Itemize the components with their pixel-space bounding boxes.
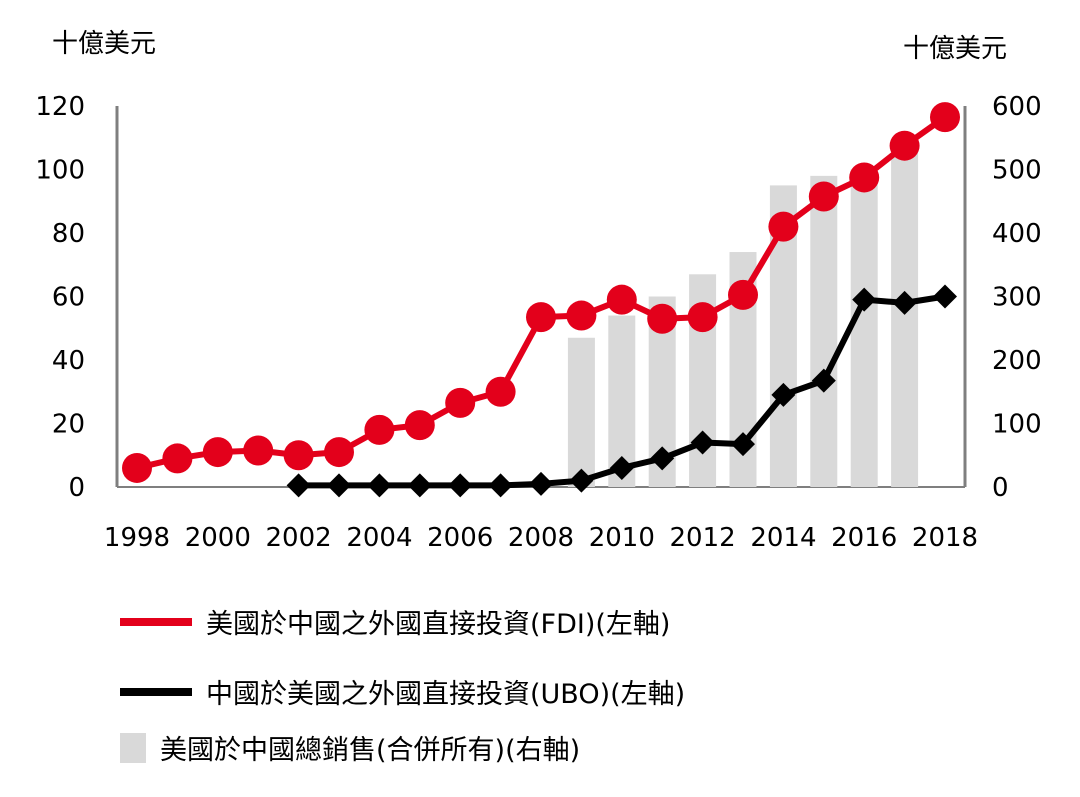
- legend-swatch-ubo: [120, 687, 192, 696]
- right-tick-400: 400: [992, 219, 1042, 249]
- x-tick-2014: 2014: [750, 523, 816, 553]
- point-0-2004: [364, 414, 395, 445]
- left-tick-0: 0: [68, 473, 85, 503]
- right-tick-100: 100: [992, 410, 1042, 440]
- x-tick-2012: 2012: [670, 523, 736, 553]
- x-tick-2002: 2002: [266, 523, 332, 553]
- point-0-2003: [324, 437, 354, 468]
- legend-label-ubo: 中國於美國之外國直接投資(UBO)(左軸): [206, 679, 686, 710]
- point-1-2002: [286, 473, 311, 498]
- point-0-2008: [526, 302, 556, 333]
- point-1-2008: [529, 471, 553, 496]
- point-1-2013: [731, 432, 755, 457]
- bar-2017: [891, 147, 919, 487]
- point-1-2005: [407, 473, 432, 498]
- right-axis-unit: 十億美元: [903, 34, 1007, 64]
- point-1-2009: [569, 468, 594, 493]
- point-0-2002: [283, 440, 314, 471]
- left-tick-80: 80: [52, 219, 85, 249]
- point-1-2004: [367, 473, 392, 498]
- point-0-2000: [202, 437, 233, 468]
- left-tick-20: 20: [52, 410, 85, 440]
- x-tick-2004: 2004: [346, 523, 412, 553]
- bar-2016: [850, 169, 878, 487]
- point-1-2012: [690, 430, 715, 455]
- x-tick-1998: 1998: [104, 523, 170, 553]
- point-0-2009: [566, 300, 597, 331]
- point-1-2010: [609, 455, 634, 480]
- point-0-2001: [243, 435, 274, 466]
- point-0-2010: [606, 284, 637, 315]
- point-0-2014: [768, 211, 799, 242]
- point-0-2015: [808, 181, 839, 212]
- point-1-2006: [448, 473, 473, 498]
- left-tick-60: 60: [52, 283, 85, 313]
- right-tick-500: 500: [992, 156, 1042, 186]
- point-0-2013: [728, 279, 758, 310]
- x-tick-2018: 2018: [912, 523, 978, 553]
- left-tick-100: 100: [35, 156, 85, 186]
- legend-label-sales: 美國於中國總銷售(合併所有)(右軸): [160, 735, 581, 766]
- point-1-2016: [852, 287, 877, 312]
- point-1-2011: [650, 446, 675, 471]
- bar-2009: [567, 337, 595, 487]
- left-axis-unit: 十億美元: [52, 29, 156, 59]
- point-0-2012: [687, 302, 718, 333]
- x-tick-2016: 2016: [831, 523, 897, 553]
- legend-item-ubo: 中國於美國之外國直接投資(UBO)(左軸): [120, 672, 685, 711]
- point-0-2006: [445, 387, 476, 418]
- legend-item-sales: 美國於中國總銷售(合併所有)(右軸): [120, 728, 580, 767]
- point-0-2016: [849, 162, 880, 193]
- point-1-2003: [327, 473, 351, 498]
- x-tick-2000: 2000: [185, 523, 251, 553]
- ticks-layer: 0 20 40 60 80 100 120 0 100 200 300 400 500 600 1998 20…: [35, 92, 1041, 553]
- right-tick-600: 600: [992, 92, 1042, 122]
- point-1-2015: [811, 368, 836, 393]
- x-tick-2006: 2006: [427, 523, 493, 553]
- point-0-1999: [162, 443, 193, 474]
- point-0-2018: [930, 102, 960, 133]
- legend-item-fdi: 美國於中國之外國直接投資(FDI)(左軸): [120, 602, 670, 641]
- right-tick-200: 200: [992, 346, 1042, 376]
- point-0-2007: [485, 376, 516, 407]
- left-tick-120: 120: [35, 92, 85, 122]
- point-0-2011: [647, 303, 678, 334]
- right-tick-300: 300: [992, 283, 1042, 313]
- point-0-2017: [889, 130, 920, 161]
- right-tick-0: 0: [992, 473, 1009, 503]
- point-1-2018: [933, 284, 957, 309]
- point-0-2005: [404, 410, 435, 441]
- legend-swatch-fdi: [120, 617, 192, 626]
- left-tick-40: 40: [52, 346, 85, 376]
- bar-2015: [810, 175, 838, 487]
- point-1-2007: [488, 473, 513, 498]
- x-tick-2008: 2008: [508, 523, 574, 553]
- x-tick-2010: 2010: [589, 523, 655, 553]
- markers-layer: [122, 102, 960, 498]
- legend-swatch-sales: [120, 732, 146, 763]
- legend-label-fdi: 美國於中國之外國直接投資(FDI)(左軸): [206, 609, 671, 640]
- point-1-2014: [771, 382, 796, 407]
- point-0-1998: [122, 452, 152, 483]
- point-1-2017: [892, 290, 917, 315]
